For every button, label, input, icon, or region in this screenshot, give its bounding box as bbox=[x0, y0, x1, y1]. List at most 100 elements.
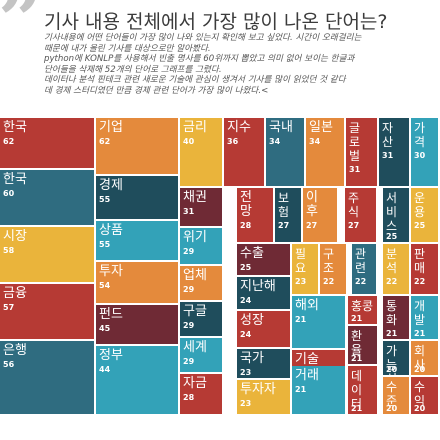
treemap-cell-label: 투자자 bbox=[240, 382, 276, 397]
word-frequency-treemap: 한국 62 한국 60 시장 58 금융 57 은행 56 기업 62 경제 55 상품 55 투자 54 펀드 45… bbox=[0, 118, 440, 416]
treemap-cell: 가능성20 bbox=[383, 341, 411, 377]
treemap-cell-value: 22 bbox=[386, 277, 398, 286]
treemap-cell-value: 25 bbox=[414, 221, 426, 230]
treemap-cell-value: 60 bbox=[3, 189, 15, 198]
treemap-cell-value: 22 bbox=[414, 277, 426, 286]
treemap-cell-label: 이후 bbox=[306, 190, 318, 219]
treemap-cell-label: 데이터 bbox=[351, 369, 363, 411]
treemap-cell-label: 투자 bbox=[99, 264, 123, 279]
treemap-cell: 운용 25 bbox=[411, 188, 440, 244]
treemap-cell-label: 홍콩 bbox=[351, 299, 374, 313]
treemap-cell: 구글 29 bbox=[180, 302, 224, 338]
treemap-cell-value: 58 bbox=[3, 246, 15, 255]
treemap-cell-value: 20 bbox=[414, 365, 426, 374]
treemap-cell: 투자 54 bbox=[96, 262, 180, 305]
treemap-cell: 기업 62 bbox=[96, 118, 180, 176]
treemap-cell: 지난해 24 bbox=[237, 277, 292, 311]
treemap-cell-value: 29 bbox=[183, 285, 195, 294]
treemap-cell-value: 62 bbox=[99, 137, 111, 146]
treemap-cell-value: 21 bbox=[295, 315, 307, 324]
treemap-cell: 구조 22 bbox=[320, 244, 348, 296]
treemap-cell-value: 62 bbox=[3, 137, 15, 146]
treemap-cell-label: 은행 bbox=[3, 343, 27, 358]
treemap-cell-label: 자산 bbox=[382, 121, 394, 149]
treemap-cell-label: 전망 bbox=[240, 190, 252, 219]
treemap-cell: 환율 21 bbox=[348, 326, 379, 366]
treemap-cell: 자산 31 bbox=[379, 118, 411, 188]
treemap-cell-value: 21 bbox=[351, 354, 363, 363]
treemap-cell: 서비스 25 bbox=[383, 188, 411, 244]
treemap-cell: 수출 25 bbox=[237, 244, 292, 277]
treemap-cell-value: 27 bbox=[306, 221, 318, 230]
treemap-cell-label: 금융 bbox=[3, 286, 27, 301]
description-line: python에 KONLP를 사용해서 빈출 명사를 60위까지 뽑았고 의미 … bbox=[44, 54, 355, 65]
treemap-cell: 업체 29 bbox=[180, 266, 224, 302]
treemap-cell-label: 가격 bbox=[414, 121, 426, 149]
treemap-cell: 채권 31 bbox=[180, 188, 224, 228]
treemap-cell-label: 기업 bbox=[99, 120, 123, 135]
treemap-cell: 위기 29 bbox=[180, 228, 224, 266]
treemap-cell-value: 25 bbox=[386, 232, 398, 241]
treemap-cell-value: 31 bbox=[349, 165, 361, 174]
treemap-cell-label: 한국 bbox=[3, 120, 27, 135]
treemap-cell-label: 국내 bbox=[269, 120, 293, 135]
treemap-cell-value: 28 bbox=[183, 393, 195, 402]
treemap-cell-value: 34 bbox=[309, 137, 321, 146]
treemap-cell-value: 31 bbox=[183, 207, 195, 216]
treemap-cell-label: 통화 bbox=[386, 299, 398, 327]
treemap-cell-value: 27 bbox=[348, 221, 360, 230]
treemap-cell: 판매 22 bbox=[411, 244, 440, 296]
treemap-cell-value: 24 bbox=[240, 330, 252, 339]
treemap-cell-label: 해외 bbox=[295, 298, 319, 313]
treemap-cell: 한국 60 bbox=[0, 170, 96, 227]
treemap-cell-label: 세계 bbox=[183, 340, 207, 355]
treemap-cell-label: 지수 bbox=[227, 120, 251, 135]
treemap-cell-value: 56 bbox=[3, 360, 15, 369]
treemap-cell-label: 보험 bbox=[278, 191, 290, 219]
treemap-cell-value: 20 bbox=[414, 404, 426, 413]
treemap-cell-value: 21 bbox=[386, 329, 398, 338]
treemap-cell-value: 22 bbox=[355, 277, 367, 286]
treemap-cell-label: 펀드 bbox=[99, 307, 123, 322]
treemap-cell-label: 구조 bbox=[323, 247, 335, 275]
treemap-cell-value: 22 bbox=[323, 277, 335, 286]
treemap-cell: 데이터 21 bbox=[348, 366, 379, 416]
treemap-cell: 보험 27 bbox=[275, 188, 303, 244]
treemap-cell: 거래 21 bbox=[292, 366, 347, 416]
treemap-cell-label: 수준 bbox=[386, 380, 398, 408]
treemap-cell: 지수 36 bbox=[224, 118, 266, 188]
description-line: 단어들을 삭제해 52개의 단어로 그래프를 그렸다. bbox=[44, 64, 222, 75]
treemap-cell: 해외 21 bbox=[292, 296, 347, 350]
treemap-cell-value: 44 bbox=[99, 365, 111, 374]
treemap-cell-value: 36 bbox=[227, 137, 239, 146]
treemap-cell: 자금 28 bbox=[180, 374, 224, 416]
quote-mark-icon: ” bbox=[0, 0, 43, 66]
description-line: 기사내용에 어떤 단어들이 가장 많이 나와 있는지 확인해 보고 싶었다. 시… bbox=[44, 33, 362, 43]
treemap-cell: 통화 21 bbox=[383, 296, 411, 341]
treemap-cell-label: 분석 bbox=[386, 247, 398, 275]
treemap-cell: 상품 55 bbox=[96, 221, 180, 262]
treemap-cell: 이후 27 bbox=[303, 188, 339, 244]
treemap-cell-value: 23 bbox=[240, 399, 252, 408]
treemap-cell-value: 25 bbox=[240, 263, 252, 272]
treemap-cell-label: 한국 bbox=[3, 172, 27, 187]
treemap-cell: 일본 34 bbox=[306, 118, 346, 188]
treemap-cell: 관련 22 bbox=[352, 244, 378, 296]
treemap-cell: 세계 29 bbox=[180, 338, 224, 374]
treemap-cell: 수준 20 bbox=[383, 377, 411, 416]
treemap-cell-label: 일본 bbox=[309, 120, 333, 135]
treemap-cell-label: 성장 bbox=[240, 313, 264, 328]
treemap-cell-value: 21 bbox=[295, 385, 307, 394]
treemap-cell-label: 서비스 bbox=[386, 191, 398, 233]
treemap-cell-label: 기술 bbox=[295, 352, 319, 367]
treemap-cell: 주식 27 bbox=[345, 188, 378, 244]
treemap-cell: 분석 22 bbox=[383, 244, 411, 296]
treemap-cell: 수익 20 bbox=[411, 377, 440, 416]
treemap-cell-value: 40 bbox=[183, 137, 195, 146]
treemap-cell-label: 주식 bbox=[348, 191, 360, 219]
treemap-cell: 글로벌 31 bbox=[346, 118, 379, 188]
treemap-cell: 개발 21 bbox=[411, 296, 440, 341]
treemap-cell-label: 지난해 bbox=[240, 279, 276, 294]
treemap-cell: 전망 28 bbox=[237, 188, 275, 244]
treemap-cell-label: 위기 bbox=[183, 230, 207, 245]
